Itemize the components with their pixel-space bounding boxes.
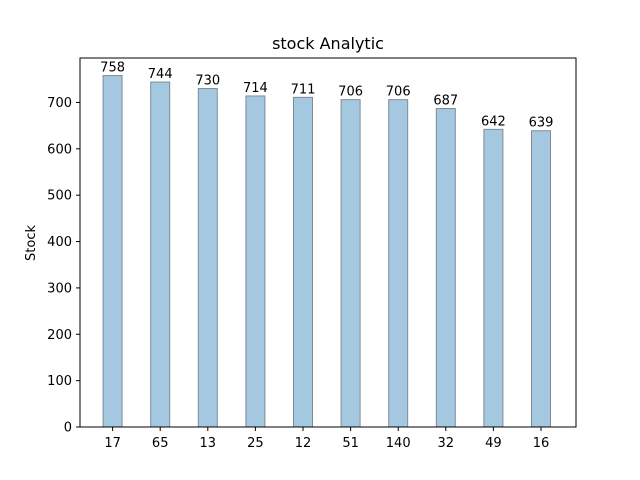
bar-49 bbox=[483, 128, 504, 428]
bar-value-label: 642 bbox=[481, 114, 506, 129]
bar-51 bbox=[340, 99, 361, 428]
x-tick-label: 140 bbox=[386, 436, 411, 451]
bar-value-label: 706 bbox=[386, 85, 411, 100]
bars-group bbox=[102, 75, 551, 428]
y-tick-label: 600 bbox=[47, 142, 72, 157]
y-tick-label: 400 bbox=[47, 235, 72, 250]
bar-value-label: 744 bbox=[148, 67, 173, 82]
bar-value-label: 706 bbox=[338, 85, 363, 100]
x-tick-label: 51 bbox=[342, 436, 359, 451]
chart-title: stock Analytic bbox=[272, 34, 384, 53]
y-tick-label: 100 bbox=[47, 374, 72, 389]
x-tick-label: 12 bbox=[295, 436, 312, 451]
y-axis-label: Stock bbox=[24, 225, 39, 261]
x-tick-label: 49 bbox=[485, 436, 502, 451]
bar-value-label: 639 bbox=[529, 116, 554, 131]
bar-13 bbox=[197, 88, 218, 428]
bar-25 bbox=[245, 95, 266, 428]
bar-labels-group: 758 744 730 714 711 706 706 687 642 639 bbox=[100, 61, 553, 131]
bar-32 bbox=[435, 107, 456, 428]
x-tick-label: 17 bbox=[104, 436, 121, 451]
plot-frame bbox=[79, 57, 577, 428]
y-tick-label: 500 bbox=[47, 189, 72, 204]
bar-value-label: 758 bbox=[100, 61, 125, 76]
y-tick-label: 0 bbox=[64, 421, 72, 436]
x-tick-label: 13 bbox=[200, 436, 217, 451]
bar-value-label: 714 bbox=[243, 81, 268, 96]
x-tick-label: 32 bbox=[438, 436, 455, 451]
bar-140 bbox=[388, 99, 409, 428]
bar-value-label: 711 bbox=[291, 82, 316, 97]
bar-12 bbox=[293, 96, 313, 428]
bar-16 bbox=[531, 130, 551, 428]
bar-value-label: 687 bbox=[433, 93, 458, 108]
y-tick-label: 300 bbox=[47, 281, 72, 296]
x-tick-label: 65 bbox=[152, 436, 169, 451]
bar-value-label: 730 bbox=[195, 74, 220, 89]
y-tick-label: 700 bbox=[47, 96, 72, 111]
bar-65 bbox=[150, 81, 171, 428]
x-tick-label: 16 bbox=[533, 436, 550, 451]
x-tick-label: 25 bbox=[247, 436, 264, 451]
x-axis: 17 65 13 25 12 51 140 32 49 16 bbox=[104, 427, 549, 451]
y-tick-label: 200 bbox=[47, 328, 72, 343]
bar-17 bbox=[102, 75, 123, 428]
y-axis: 0 100 200 300 400 500 600 700 bbox=[47, 96, 80, 436]
